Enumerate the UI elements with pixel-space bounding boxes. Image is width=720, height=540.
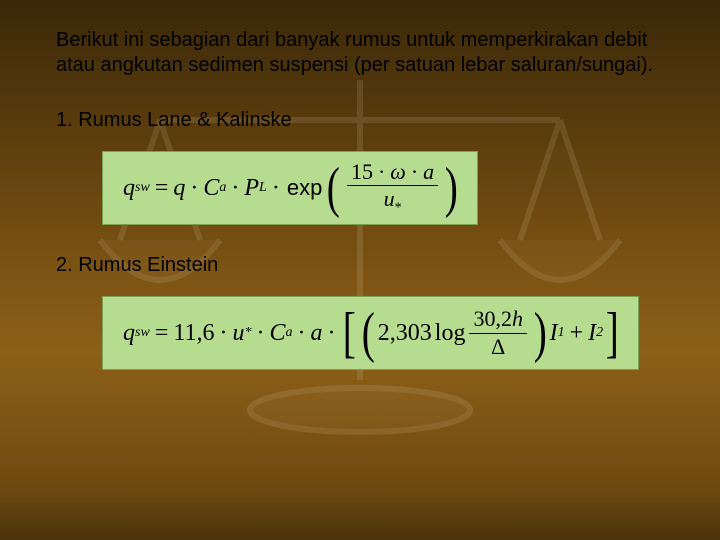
- f2-I1: I: [550, 320, 558, 347]
- f2-a: a: [310, 320, 322, 347]
- f1-dot1: ·: [190, 175, 198, 202]
- f2-logpre: 2,303: [378, 320, 432, 347]
- intro-paragraph: Berikut ini sebagian dari banyak rumus u…: [56, 28, 664, 78]
- f1-C: C: [203, 175, 219, 202]
- f1-P-sub: L: [259, 180, 267, 196]
- f2-lhs-var: q: [123, 320, 135, 347]
- f2-dot1: ·: [219, 320, 227, 347]
- f2-num-h: h: [512, 306, 523, 331]
- slide: Berikut ini sebagian dari banyak rumus u…: [0, 0, 720, 540]
- f1-num-15: 15: [351, 159, 373, 184]
- f1-lhs-sub: sw: [135, 180, 150, 196]
- f1-dot3: ·: [272, 175, 280, 202]
- f2-u: u: [232, 320, 244, 347]
- f2-star: *: [244, 325, 251, 341]
- formula-einstein: qsw = 11,6 · u* · Ca · a · [ ( 2,303 log…: [102, 296, 639, 370]
- f2-C-sub: a: [285, 325, 292, 341]
- f2-I2: I: [588, 320, 596, 347]
- f1-exp: exp: [287, 175, 322, 201]
- f2-I2-sub: 2: [596, 325, 603, 341]
- f1-lhs-var: q: [123, 175, 135, 202]
- f2-lhs-sub: sw: [135, 325, 150, 341]
- f1-q: q: [173, 175, 185, 202]
- f2-paren-left: (: [362, 305, 375, 361]
- f2-den-delta: Δ: [487, 335, 509, 359]
- f2-dot3: ·: [297, 320, 305, 347]
- f1-den-star: *: [395, 201, 402, 216]
- f2-log: log: [435, 320, 466, 347]
- f2-num-302: 30,2: [473, 306, 512, 331]
- f1-dot2: ·: [231, 175, 239, 202]
- f1-num-a: a: [423, 159, 434, 184]
- f2-plus: +: [570, 320, 584, 347]
- f2-eq: =: [155, 320, 169, 347]
- slide-content: Berikut ini sebagian dari banyak rumus u…: [56, 28, 664, 398]
- item-1-heading: 1. Rumus Lane & Kalinske: [56, 108, 664, 133]
- f2-bracket-right: ]: [606, 305, 619, 361]
- f1-paren-left: (: [327, 160, 340, 216]
- f1-paren-right: ): [445, 160, 458, 216]
- f2-I1-sub: 1: [558, 325, 565, 341]
- f2-C: C: [269, 320, 285, 347]
- f2-dot2: ·: [256, 320, 264, 347]
- f2-dot4: ·: [327, 320, 335, 347]
- f2-bracket-left: [: [343, 305, 356, 361]
- f1-den-u: u: [384, 186, 395, 211]
- item-2-heading: 2. Rumus Einstein: [56, 253, 664, 278]
- f1-num-omega: ω: [390, 159, 406, 184]
- f1-P: P: [244, 175, 259, 202]
- f1-fraction: 15·ω·a u*: [347, 160, 438, 216]
- f1-C-sub: a: [219, 180, 226, 196]
- formula-lane-kalinske: qsw = q · Ca · PL · exp ( 15·ω·a u*: [102, 151, 478, 225]
- f2-fraction: 30,2h Δ: [469, 307, 527, 358]
- f2-paren-right: ): [534, 305, 547, 361]
- f2-c1: 11,6: [173, 320, 214, 347]
- f1-eq: =: [155, 175, 169, 202]
